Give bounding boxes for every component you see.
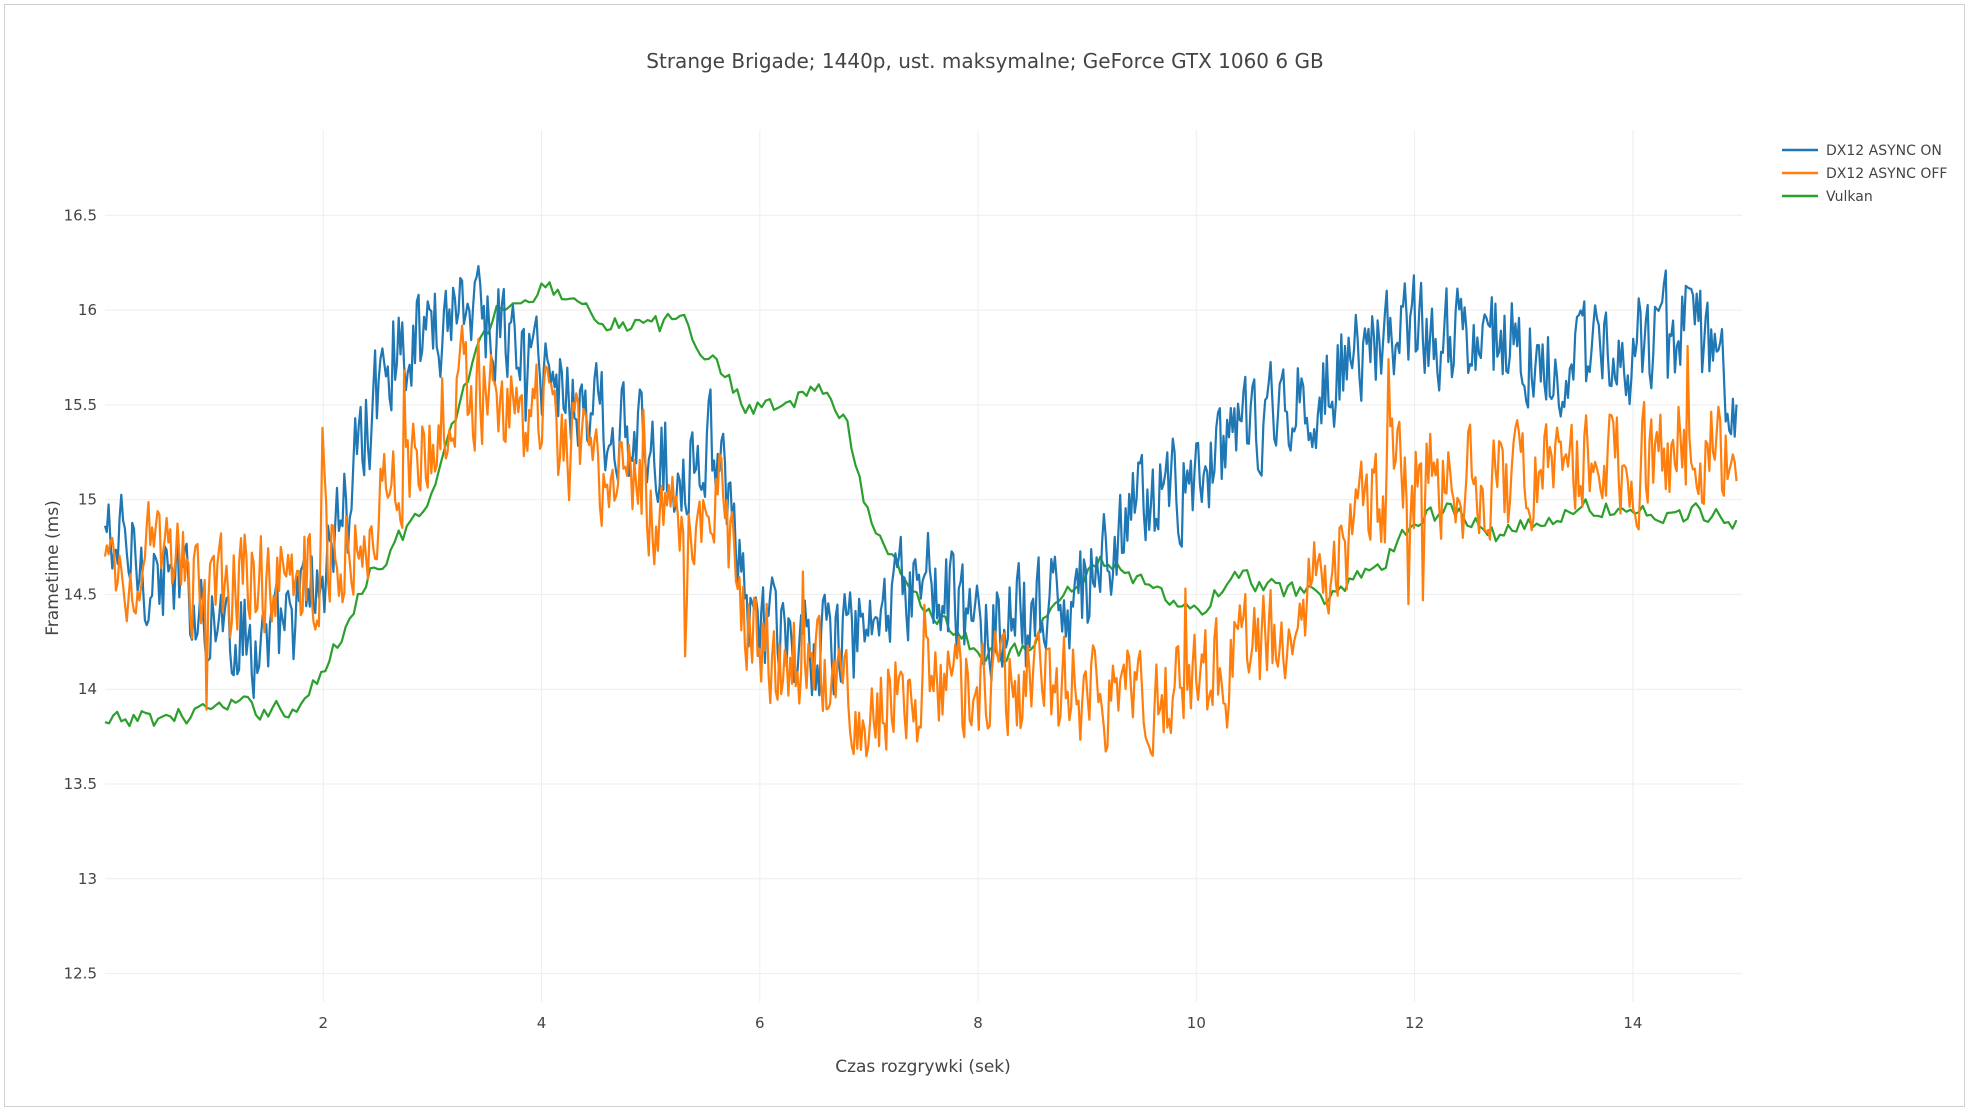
legend-label-dx12-async-off[interactable]: DX12 ASYNC OFF	[1826, 166, 1947, 182]
x-tick-label: 10	[1187, 1014, 1206, 1032]
series-layer	[103, 265, 1738, 758]
tick-layer: 12.5 13 13.5 14 14.5 15 15.5 16 16.5 2 4 6 8 10 12 14	[64, 206, 1643, 1032]
y-tick-label: 14.5	[64, 585, 97, 603]
x-tick-label: 12	[1405, 1014, 1424, 1032]
chart-title: Strange Brigade; 1440p, ust. maksymalne;…	[646, 49, 1323, 73]
x-tick-label: 8	[973, 1014, 983, 1032]
legend-label-dx12-async-on[interactable]: DX12 ASYNC ON	[1826, 143, 1942, 159]
y-tick-label: 13	[78, 870, 97, 888]
y-tick-label: 15.5	[64, 396, 97, 414]
x-axis-title: Czas rozgrywki (sek)	[835, 1057, 1011, 1077]
y-tick-label: 16.5	[64, 206, 97, 224]
y-tick-label: 14	[78, 680, 97, 698]
legend-label-vulkan[interactable]: Vulkan	[1826, 189, 1873, 205]
y-axis-title: Frametime (ms)	[43, 500, 63, 635]
x-tick-label: 14	[1623, 1014, 1642, 1032]
grid-layer	[105, 130, 1742, 1002]
x-tick-label: 6	[755, 1014, 765, 1032]
x-tick-label: 4	[537, 1014, 547, 1032]
series-line-dx12-async-on	[103, 265, 1738, 700]
y-tick-label: 12.5	[64, 965, 97, 983]
series-line-dx12-async-off	[103, 324, 1738, 758]
y-tick-label: 15	[78, 491, 97, 509]
x-tick-label: 2	[318, 1014, 328, 1032]
legend: DX12 ASYNC ON DX12 ASYNC OFF Vulkan	[1782, 143, 1947, 205]
y-tick-label: 13.5	[64, 775, 97, 793]
y-tick-label: 16	[78, 301, 97, 319]
